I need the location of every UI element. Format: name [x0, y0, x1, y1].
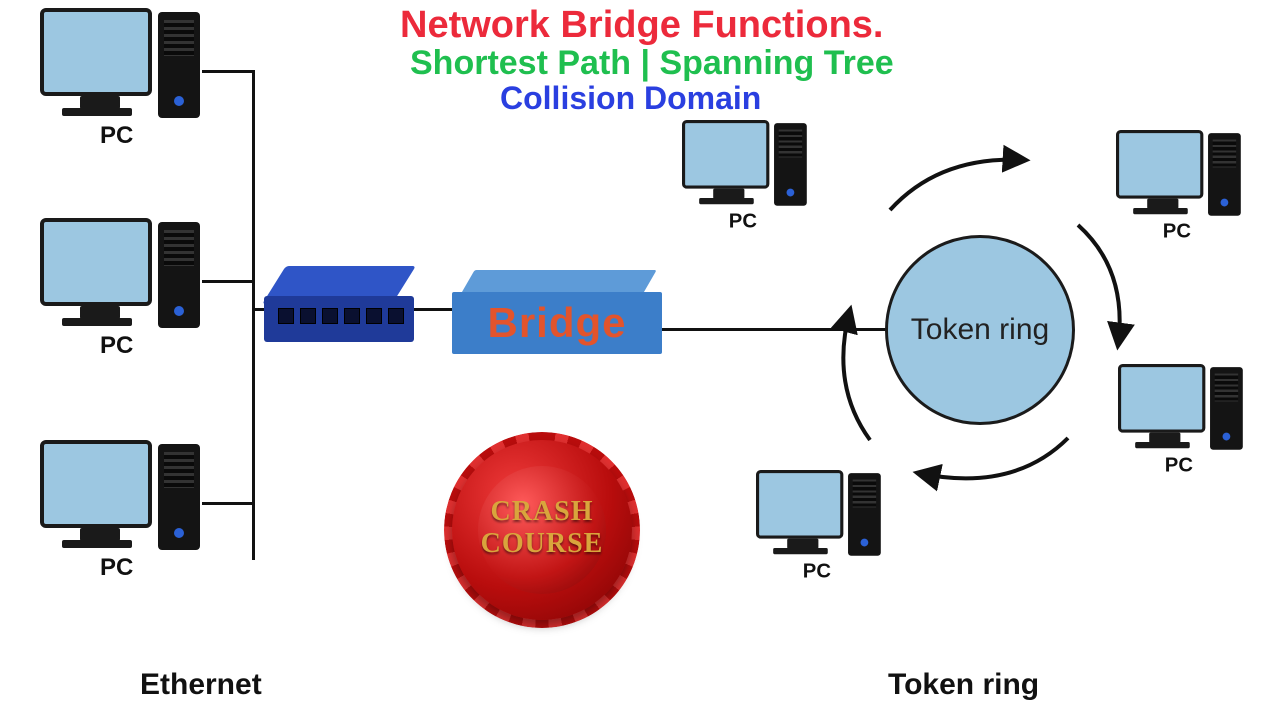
diagram-canvas: Network Bridge Functions. Shortest Path … — [0, 0, 1280, 720]
caption-ethernet: Ethernet — [140, 670, 262, 700]
badge-line2: COURSE — [452, 530, 632, 558]
crash-course-badge: CRASH COURSE — [452, 440, 632, 620]
badge-line1: CRASH — [452, 498, 632, 526]
caption-tokenring: Token ring — [888, 670, 1039, 700]
ring-arrows — [0, 0, 1280, 720]
